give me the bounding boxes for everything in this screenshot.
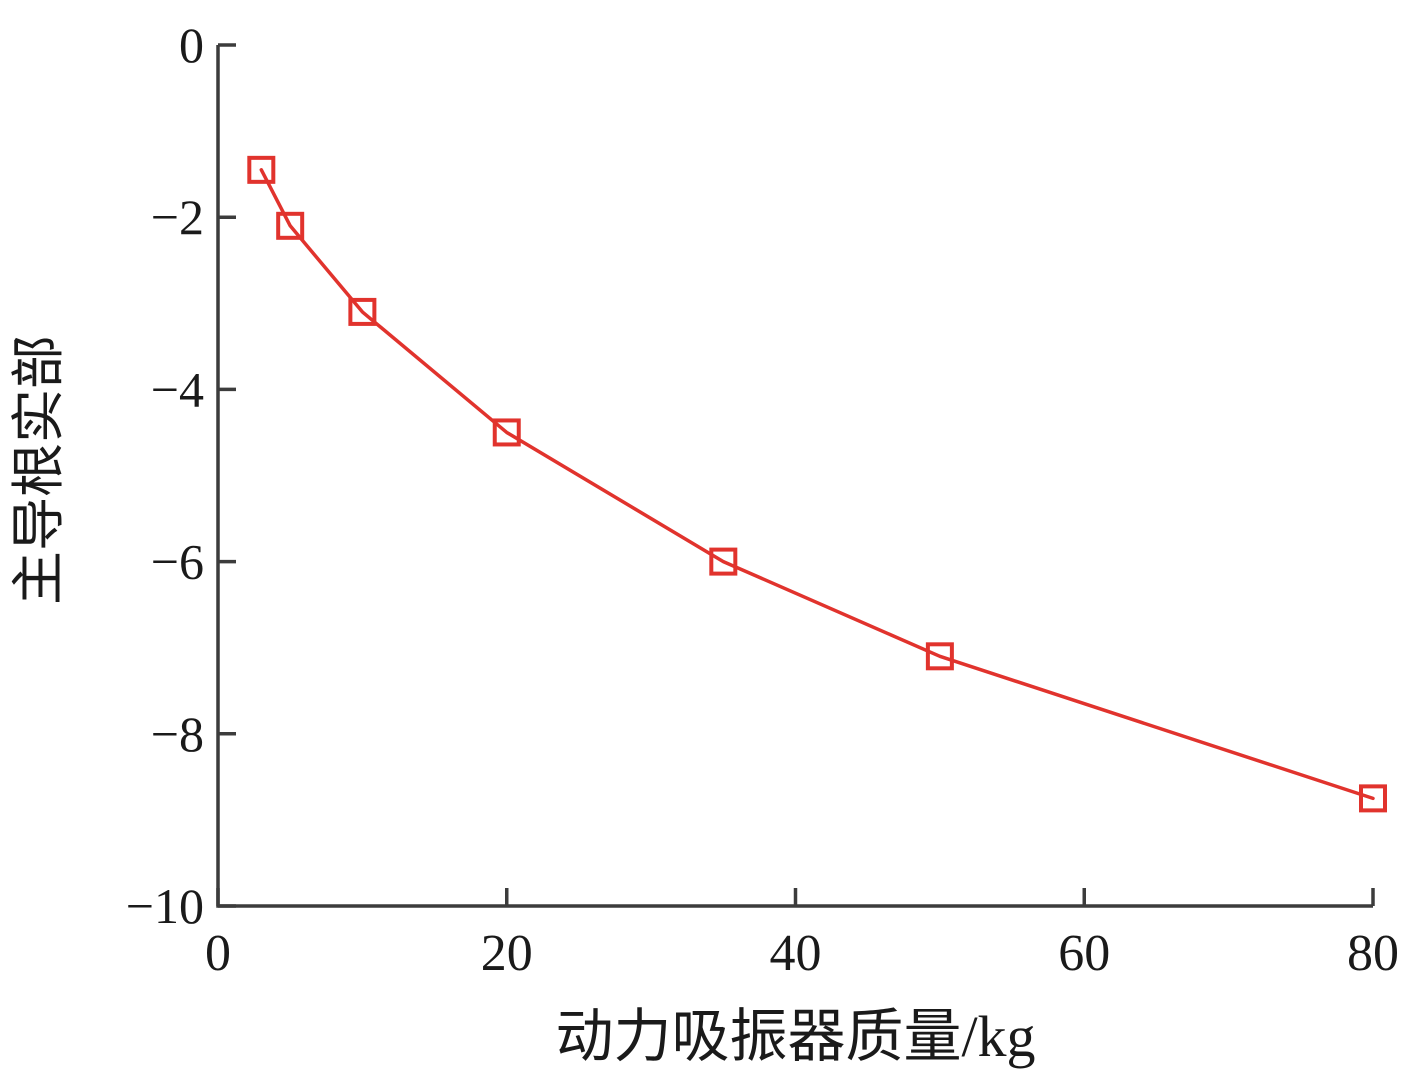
data-series bbox=[247, 155, 1387, 813]
series-line bbox=[259, 168, 1375, 801]
data-point-marker bbox=[925, 642, 954, 671]
x-tick-label: 60 bbox=[1058, 925, 1110, 982]
data-point-marker bbox=[276, 211, 305, 240]
axis-frame bbox=[216, 45, 1373, 908]
y-axis-title: 主导根实部 bbox=[9, 335, 69, 605]
data-point-marker bbox=[492, 418, 521, 447]
y-tick-label: −10 bbox=[126, 878, 204, 934]
x-tick-label: 80 bbox=[1347, 925, 1399, 982]
x-tick-label: 40 bbox=[770, 925, 822, 982]
y-tick-label: −8 bbox=[151, 706, 204, 762]
x-tick-label: 0 bbox=[205, 925, 231, 982]
axis-tick-labels: 0 20 40 60 80 0 −2 −4 −6 −8 −10 bbox=[126, 17, 1399, 982]
y-tick-label: −4 bbox=[151, 361, 204, 417]
x-tick-label: 20 bbox=[481, 925, 533, 982]
axis-ticks bbox=[216, 43, 1375, 908]
data-point-marker bbox=[709, 547, 738, 576]
data-point-marker bbox=[247, 155, 276, 184]
x-axis-title: 动力吸振器质量/kg bbox=[555, 1004, 1035, 1069]
data-point-marker bbox=[348, 297, 377, 326]
y-tick-label: 0 bbox=[179, 17, 204, 73]
data-point-marker bbox=[1359, 784, 1387, 813]
y-tick-label: −2 bbox=[151, 189, 204, 245]
axes bbox=[216, 45, 1373, 908]
y-tick-label: −6 bbox=[151, 534, 204, 590]
